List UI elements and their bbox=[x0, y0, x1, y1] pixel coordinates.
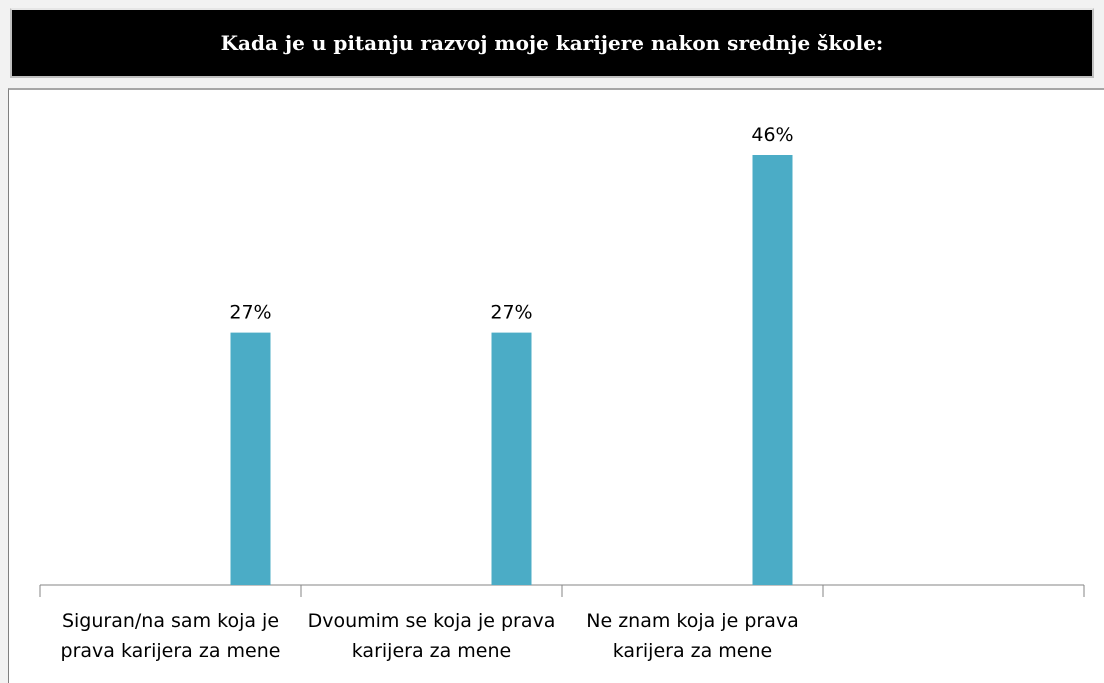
x-tick-label: Dvoumim se koja je prava karijera za men… bbox=[307, 610, 556, 662]
chart-title: Kada je u pitanju razvoj moje karijere n… bbox=[220, 31, 884, 55]
plot-area bbox=[8, 88, 1104, 683]
x-tick-label: Ne znam koja je prava karijera za mene bbox=[586, 610, 799, 662]
title-bar: Kada je u pitanju razvoj moje karijere n… bbox=[10, 8, 1094, 78]
data-label: 27% bbox=[490, 302, 532, 324]
bar bbox=[752, 155, 793, 585]
bar bbox=[491, 332, 532, 585]
data-label: 27% bbox=[229, 302, 271, 324]
data-label: 46% bbox=[751, 124, 793, 146]
bar bbox=[230, 332, 271, 585]
x-tick-label: Siguran/na sam koja je prava karijera za… bbox=[60, 610, 281, 662]
